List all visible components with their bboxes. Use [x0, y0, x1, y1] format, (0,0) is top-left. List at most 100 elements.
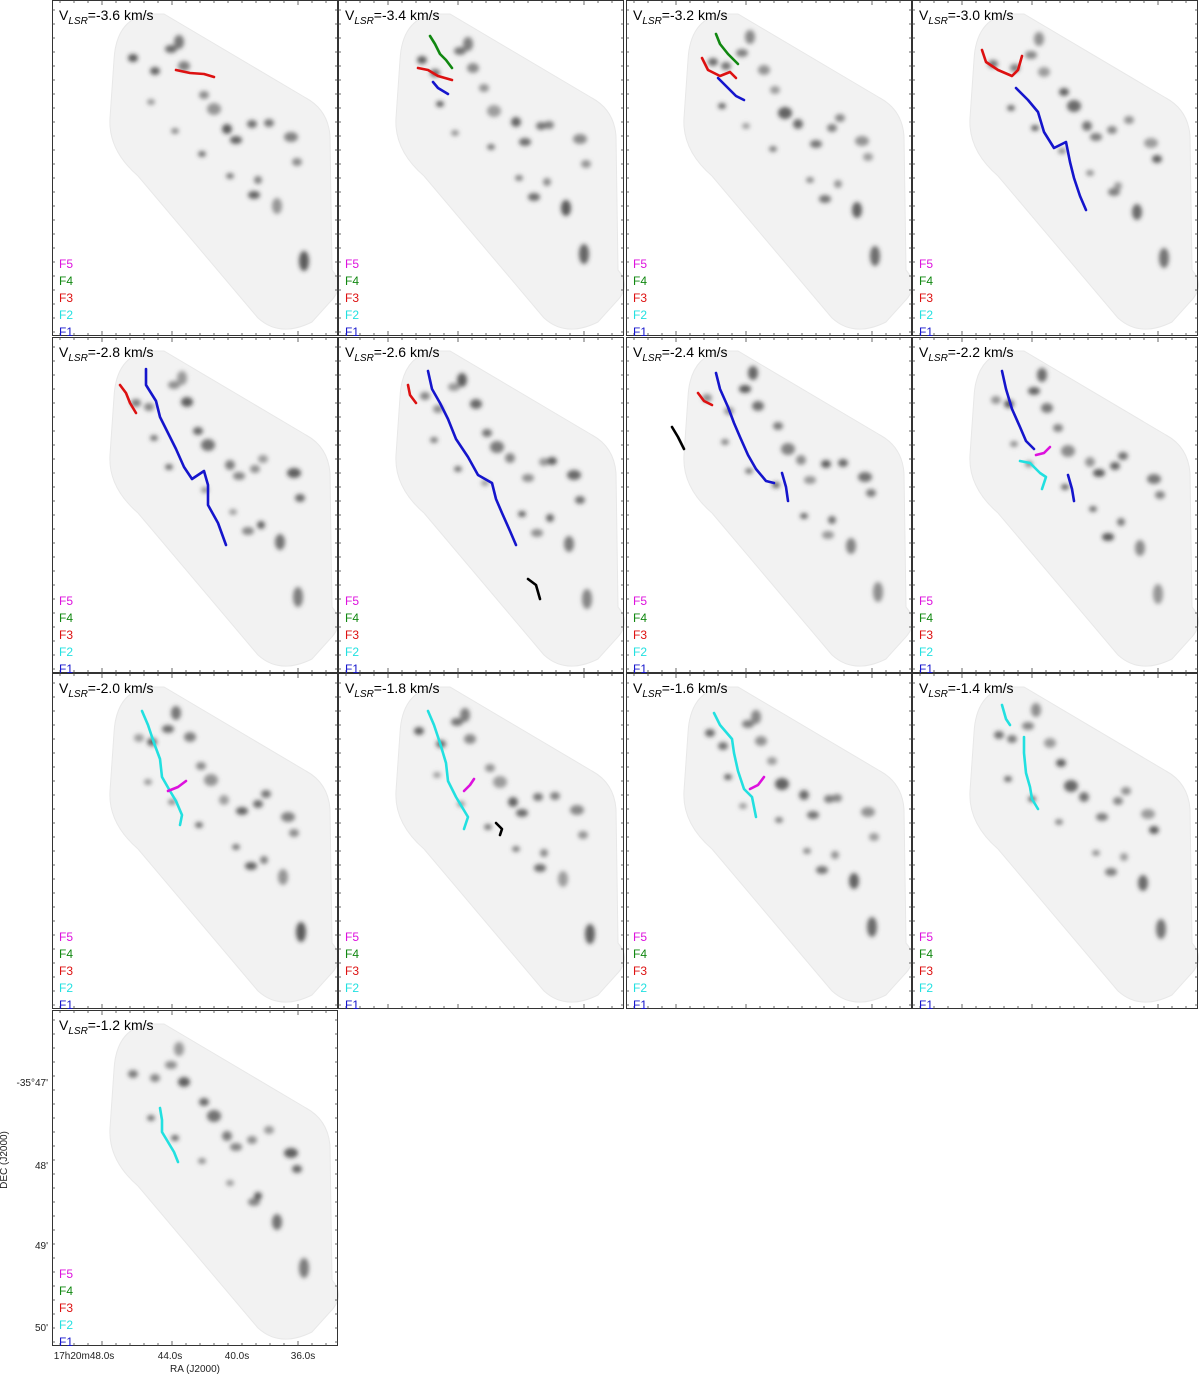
emission-clump — [778, 107, 792, 119]
legend-f3: F3 — [919, 291, 933, 305]
emission-clump — [863, 153, 873, 161]
panel-title: VLSR=-3.6 km/s — [59, 7, 154, 27]
panel-frame — [52, 337, 338, 673]
emission-clump — [752, 401, 764, 411]
emission-clump — [278, 869, 288, 885]
emission-clump — [1138, 875, 1148, 891]
title-velocity: =-2.0 km/s — [88, 680, 154, 696]
emission-clump — [199, 91, 209, 99]
y-tick-label: -35°47' — [17, 1078, 49, 1089]
emission-clump — [264, 119, 274, 127]
title-subscript: LSR — [642, 689, 661, 700]
emission-clump — [575, 496, 585, 504]
filament-f3 — [406, 383, 418, 405]
emission-clump — [803, 848, 811, 854]
emission-clump — [430, 437, 438, 443]
emission-clump — [448, 383, 460, 391]
emission-clump — [838, 459, 848, 467]
map-footprint — [683, 13, 913, 330]
map-footprint — [395, 686, 625, 1003]
panel-title: VLSR=-3.4 km/s — [345, 7, 440, 27]
emission-clump — [855, 136, 869, 146]
emission-clump — [705, 729, 715, 737]
legend-f2: F2 — [59, 1318, 73, 1332]
emission-clump — [767, 757, 777, 765]
legend-f2: F2 — [59, 308, 73, 322]
emission-clump — [204, 774, 218, 786]
emission-clump — [1156, 919, 1166, 939]
filament-f1 — [426, 369, 518, 547]
legend-f1: F1 — [919, 998, 933, 1012]
emission-clump — [144, 779, 152, 785]
title-velocity: =-3.2 km/s — [662, 7, 728, 23]
legend-f4: F4 — [59, 947, 73, 961]
emission-clump — [198, 1158, 206, 1164]
emission-clump — [1038, 67, 1050, 77]
emission-clump — [775, 817, 783, 823]
emission-clump — [1079, 792, 1089, 802]
emission-clump — [544, 121, 554, 129]
emission-clump — [485, 764, 495, 772]
emission-clump — [147, 1115, 155, 1121]
emission-clump — [493, 776, 507, 788]
emission-clump — [1025, 51, 1037, 59]
filament-f3 — [700, 56, 738, 80]
filament-f3 — [416, 66, 454, 82]
emission-clump — [1089, 506, 1097, 512]
channel-panel: VLSR=-1.4 km/s F5 F4 F3 F2 F1 — [912, 673, 1199, 1012]
emission-clumps — [128, 35, 309, 271]
emission-clump — [1004, 776, 1012, 782]
emission-clump — [1085, 457, 1095, 467]
emission-clump — [229, 509, 237, 515]
map-footprint — [683, 686, 913, 1003]
emission-clump — [515, 175, 523, 181]
title-velocity: =-3.6 km/s — [88, 7, 154, 23]
emission-clump — [867, 917, 877, 937]
title-subscript: LSR — [928, 689, 947, 700]
emission-clump — [724, 774, 732, 780]
title-v: V — [919, 7, 929, 23]
emission-clump — [260, 856, 268, 864]
emission-clump — [1114, 182, 1122, 190]
emission-clump — [516, 809, 528, 817]
legend-f2: F2 — [345, 981, 359, 995]
emission-clump — [781, 443, 795, 455]
emission-clump — [222, 1131, 232, 1141]
legend-f2: F2 — [919, 645, 933, 659]
emission-clump — [247, 1136, 257, 1144]
emission-clump — [570, 805, 584, 815]
emission-clump — [873, 582, 883, 602]
channel-panel: VLSR=-3.2 km/s F5 F4 F3 F2 F1 — [626, 0, 913, 339]
legend-f4: F4 — [59, 274, 73, 288]
title-v: V — [919, 680, 929, 696]
title-velocity: =-2.8 km/s — [88, 344, 154, 360]
emission-clump — [1007, 735, 1017, 743]
emission-clump — [550, 792, 560, 800]
title-v: V — [633, 7, 643, 23]
legend-f3: F3 — [59, 1301, 73, 1315]
emission-clump — [1113, 797, 1123, 805]
emission-clump — [581, 160, 591, 168]
emission-clump — [708, 58, 718, 66]
emission-clump — [254, 176, 262, 184]
map-footprint — [109, 13, 339, 330]
emission-clump — [799, 790, 809, 800]
title-subscript: LSR — [68, 353, 87, 364]
emission-clump — [296, 922, 306, 942]
map-footprint — [109, 686, 339, 1003]
map-footprint — [109, 350, 339, 667]
y-axis-title: DEC (J2000) — [0, 1131, 10, 1189]
channel-panel: VLSR=-2.2 km/s F5 F4 F3 F2 F1 — [912, 337, 1199, 676]
emission-clump — [463, 37, 473, 51]
panel-frame — [912, 0, 1198, 336]
emission-clump — [821, 460, 831, 468]
emission-clump — [295, 494, 305, 502]
emission-clumps — [417, 37, 591, 264]
title-subscript: LSR — [354, 16, 373, 27]
title-v: V — [919, 344, 929, 360]
emission-clump — [253, 800, 263, 808]
emission-clump — [261, 790, 271, 798]
emission-clump — [561, 200, 571, 216]
emission-clump — [289, 829, 299, 837]
legend-f4: F4 — [59, 1284, 73, 1298]
